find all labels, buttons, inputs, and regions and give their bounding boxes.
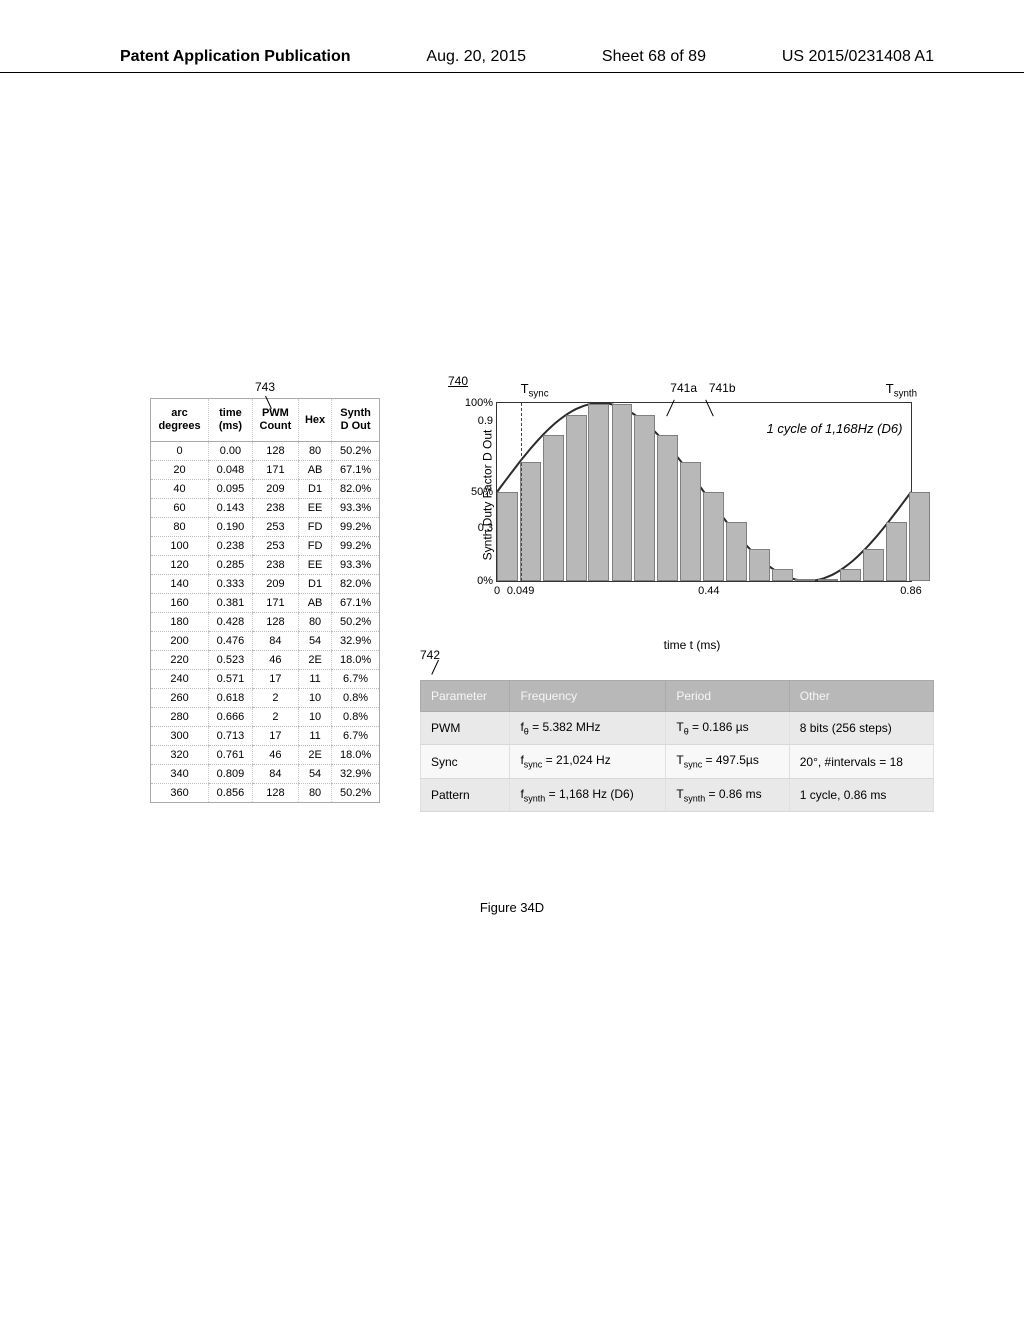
chart-box: Synth Duty Factor D Out 0%0.350%0.9100%0… bbox=[462, 380, 922, 610]
header-left: Patent Application Publication bbox=[120, 48, 351, 66]
table-row: 1000.238253FD99.2% bbox=[151, 537, 380, 556]
table-row: 3200.761462E18.0% bbox=[151, 746, 380, 765]
table-row: 2600.6182100.8% bbox=[151, 689, 380, 708]
data-table-header: SynthD Out bbox=[332, 399, 380, 442]
chart-bar bbox=[795, 579, 816, 581]
table-row: 400.095209D182.0% bbox=[151, 480, 380, 499]
right-column: 740 Synth Duty Factor D Out 0%0.350%0.91… bbox=[420, 380, 934, 812]
table-row: Syncfsync = 21,024 HzTsync = 497.5µs20°,… bbox=[421, 745, 934, 778]
table-row: 2400.57117116.7% bbox=[151, 670, 380, 689]
chart-bar bbox=[566, 415, 587, 581]
table-row: Patternfsynth = 1,168 Hz (D6)Tsynth = 0.… bbox=[421, 778, 934, 811]
table-row: 00.001288050.2% bbox=[151, 442, 380, 461]
chart-bar bbox=[634, 415, 655, 581]
table-row: 3600.8561288050.2% bbox=[151, 784, 380, 803]
header-pubno: US 2015/0231408 A1 bbox=[782, 48, 934, 66]
chart-bar bbox=[520, 462, 541, 581]
table-row: 3400.809845432.9% bbox=[151, 765, 380, 784]
chart-bar bbox=[749, 549, 770, 581]
params-table-header: Parameter bbox=[421, 681, 510, 712]
chart-bar bbox=[840, 569, 861, 581]
chart-note: 1 cycle of 1,168Hz (D6) bbox=[767, 421, 903, 436]
chart-bar bbox=[726, 522, 747, 581]
x-tick: 0.44 bbox=[698, 585, 719, 597]
header-sheet: Sheet 68 of 89 bbox=[602, 48, 706, 66]
data-table-header: Hex bbox=[299, 399, 332, 442]
chart-bar bbox=[543, 435, 564, 581]
content: 743 arcdegreestime(ms)PWMCountHexSynthD … bbox=[150, 380, 934, 812]
data-table-header: time(ms) bbox=[209, 399, 253, 442]
y-tick: 100% bbox=[465, 397, 493, 409]
data-table: arcdegreestime(ms)PWMCountHexSynthD Out … bbox=[150, 398, 380, 803]
data-table-header: arcdegrees bbox=[151, 399, 209, 442]
chart-bar bbox=[680, 462, 701, 581]
x-tick: 0.86 bbox=[900, 585, 921, 597]
tsynth-label: Tsynth bbox=[886, 381, 917, 400]
table-row: PWMfθ = 5.382 MHzTθ = 0.186 µs8 bits (25… bbox=[421, 712, 934, 745]
table-row: 1200.285238EE93.3% bbox=[151, 556, 380, 575]
data-table-ref: 743 bbox=[150, 380, 380, 394]
x-tick: 0.049 bbox=[507, 585, 535, 597]
chart-bar bbox=[863, 549, 884, 581]
chart-bar bbox=[657, 435, 678, 581]
table-row: 1400.333209D182.0% bbox=[151, 575, 380, 594]
table-row: 2800.6662100.8% bbox=[151, 708, 380, 727]
chart-bar bbox=[886, 522, 907, 581]
data-table-section: 743 arcdegreestime(ms)PWMCountHexSynthD … bbox=[150, 380, 380, 812]
chart-section: 740 Synth Duty Factor D Out 0%0.350%0.91… bbox=[420, 380, 934, 610]
tsync-label: Tsync bbox=[521, 381, 549, 400]
params-table-header: Other bbox=[789, 681, 933, 712]
chart-bar bbox=[909, 492, 930, 581]
table-row: 3000.71317116.7% bbox=[151, 727, 380, 746]
page-header: Patent Application Publication Aug. 20, … bbox=[0, 48, 1024, 73]
x-tick: 0 bbox=[494, 585, 500, 597]
y-tick: 0.3 bbox=[478, 522, 493, 534]
chart-bar bbox=[703, 492, 724, 581]
table-row: 200.048171AB67.1% bbox=[151, 461, 380, 480]
params-table-section: 742 ParameterFrequencyPeriodOther PWMfθ … bbox=[420, 646, 934, 812]
data-table-header: PWMCount bbox=[252, 399, 298, 442]
table-row: 2200.523462E18.0% bbox=[151, 651, 380, 670]
params-table-header: Period bbox=[666, 681, 789, 712]
chart-bar bbox=[772, 569, 793, 581]
table-row: 1600.381171AB67.1% bbox=[151, 594, 380, 613]
chart-bar bbox=[588, 404, 609, 581]
table-row: 600.143238EE93.3% bbox=[151, 499, 380, 518]
plot-area: 0%0.350%0.9100%00.0490.440.86TsyncTsynth… bbox=[496, 402, 912, 582]
y-tick: 0% bbox=[477, 575, 493, 587]
chart-bar bbox=[497, 492, 518, 581]
table-row: 2000.476845432.9% bbox=[151, 632, 380, 651]
chart-bar bbox=[818, 579, 839, 581]
pointer-741b: 741b bbox=[709, 381, 736, 395]
table-row: 1800.4281288050.2% bbox=[151, 613, 380, 632]
params-table: ParameterFrequencyPeriodOther PWMfθ = 5.… bbox=[420, 680, 934, 812]
y-tick: 0.9 bbox=[478, 415, 493, 427]
params-table-header: Frequency bbox=[510, 681, 666, 712]
y-tick: 50% bbox=[471, 486, 493, 498]
tsync-marker bbox=[521, 403, 522, 581]
pointer-741a: 741a bbox=[670, 381, 697, 395]
figure-caption: Figure 34D bbox=[0, 900, 1024, 915]
table-row: 800.190253FD99.2% bbox=[151, 518, 380, 537]
header-date: Aug. 20, 2015 bbox=[426, 48, 526, 66]
chart-bar bbox=[612, 404, 633, 581]
